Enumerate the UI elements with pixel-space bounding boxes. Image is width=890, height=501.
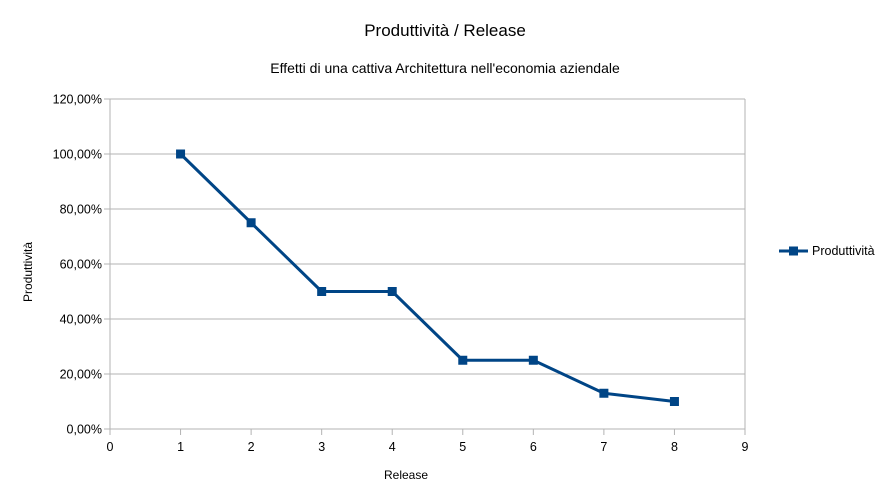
data-point [599,388,609,398]
x-tick-label: 1 [177,440,184,454]
legend-marker [789,246,798,256]
x-tick-label: 7 [600,440,607,454]
x-tick-label: 0 [107,440,114,454]
data-point [176,149,186,159]
plot-area: 0,00% 20,00% 40,00% 60,00% 80,00% 100,00% 120,… [53,93,749,455]
y-tick-label: 120,00% [53,93,102,107]
x-tick-label: 5 [459,440,466,454]
y-tick-label: 40,00% [60,313,102,327]
x-axis-label: Release [384,468,428,482]
legend: Produttività [779,244,875,258]
data-point [246,218,256,228]
x-tick-label: 8 [671,440,678,454]
series-line [179,152,675,403]
y-tick-label: 60,00% [60,258,102,272]
data-point [458,355,468,365]
x-tick-label: 3 [318,440,325,454]
data-point [387,287,397,296]
x-tick-label: 4 [389,440,396,454]
legend-label: Produttività [812,244,875,258]
data-point [669,397,679,406]
data-point [528,355,538,365]
x-tick-label: 9 [742,440,749,454]
chart-subtitle: Effetti di una cattiva Architettura nell… [270,60,620,76]
chart-title: Produttività / Release [364,21,526,40]
x-tick-label: 6 [530,440,537,454]
y-tick-label: 100,00% [53,148,102,162]
y-tick-label: 80,00% [60,203,102,217]
x-tick-label: 2 [248,440,255,454]
y-tick-label: 0,00% [67,423,102,437]
y-axis-label: Produttività [21,242,35,302]
y-tick-label: 20,00% [60,368,102,382]
data-point [317,287,327,296]
